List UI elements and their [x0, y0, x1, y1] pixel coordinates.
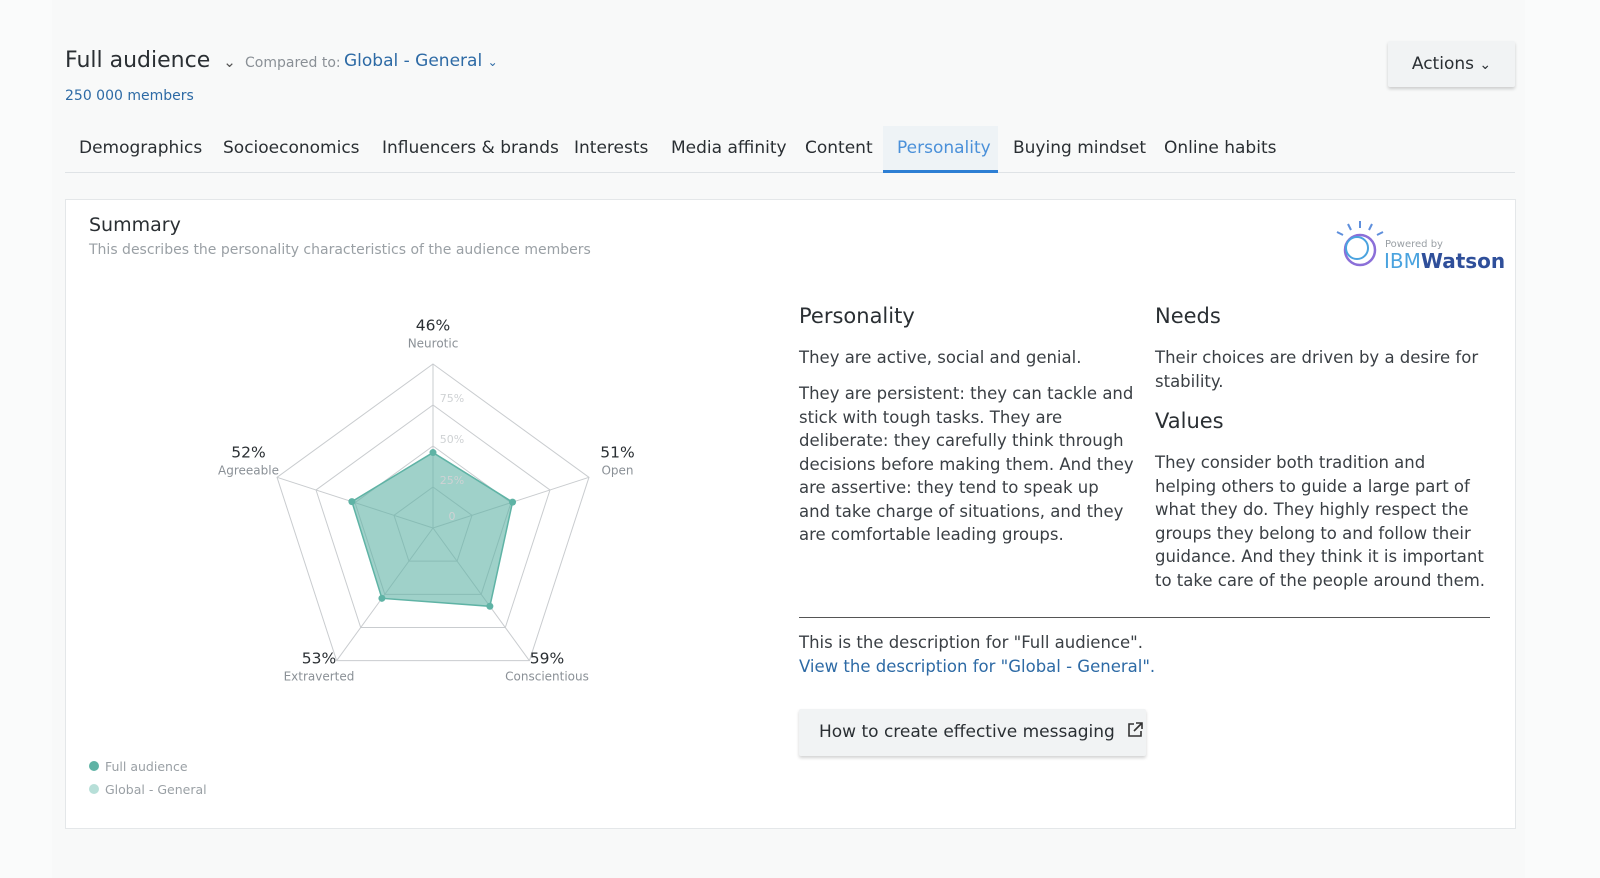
r-tick-label: 75% — [440, 392, 464, 405]
tab[interactable]: Interests — [574, 138, 649, 158]
grid-ring — [276, 363, 590, 662]
logo-ray — [1347, 223, 1352, 231]
legend-item[interactable]: Full audience — [89, 759, 188, 774]
watson-logo — [1336, 221, 1384, 267]
tab[interactable]: Buying mindset — [1013, 138, 1147, 158]
personality-title: Personality — [799, 304, 915, 328]
radar-area — [351, 451, 514, 608]
category-label: Agreeable — [218, 464, 279, 478]
needs-title: Needs — [1155, 304, 1221, 328]
values-title: Values — [1155, 409, 1224, 433]
radar-point — [378, 594, 386, 602]
logo-ring — [1345, 236, 1369, 260]
chevron: ⌄ — [487, 55, 498, 69]
value-label: 46% — [416, 317, 450, 335]
powered-by: Powered by — [1385, 239, 1443, 250]
tab[interactable]: Online habits — [1164, 138, 1277, 158]
legend-label: Global - General — [105, 782, 207, 797]
chevron: ⌄ — [1479, 57, 1492, 73]
radar-point — [486, 602, 494, 610]
values-text: They consider both tradition and helping… — [1155, 453, 1486, 590]
tab[interactable]: Media affinity — [671, 138, 787, 158]
description-note: This is the description for "Full audien… — [799, 633, 1143, 652]
personality-text: They are active, social and genial. — [799, 348, 1082, 367]
tab-divider — [65, 172, 1515, 173]
brand-ibm: IBM — [1384, 249, 1421, 273]
summary-card — [65, 199, 1516, 829]
logo-ray — [1376, 231, 1384, 236]
value-label: 51% — [600, 444, 634, 462]
tab[interactable]: Demographics — [79, 138, 203, 158]
button-label: How to create effective messaging — [819, 722, 1115, 742]
summary-subtitle: This describes the personality character… — [89, 242, 591, 258]
r-tick-label: 50% — [440, 433, 464, 446]
legend-swatch — [89, 761, 99, 771]
global-link[interactable]: View the description for "Global - Gener… — [799, 657, 1156, 676]
needs-text: Their choices are driven by a desire for… — [1155, 348, 1479, 391]
personality-text: They are persistent: they can tackle and… — [799, 384, 1134, 544]
members-count: 250 000 members — [65, 88, 194, 104]
radar-point — [509, 498, 517, 506]
grid-ring — [315, 404, 551, 629]
category-label: Conscientious — [505, 669, 589, 683]
summary-title: Summary — [89, 214, 181, 236]
radar-chart: 0 25% 50% 75% 46% Neurotic 51% Open 59% Conscient… — [218, 317, 635, 684]
compared-label: Compared to: — [245, 55, 341, 71]
radar-point — [429, 449, 437, 457]
brand-watson: Watson — [1420, 249, 1506, 273]
value-label: 52% — [231, 444, 265, 462]
active-tab-underline — [883, 170, 998, 173]
compared-selector[interactable]: Global - General ⌄ — [344, 51, 498, 71]
compared-value: Global - General — [344, 51, 483, 71]
logo-ring — [1343, 233, 1377, 267]
logo-ray — [1368, 223, 1373, 231]
messaging-button[interactable]: How to create effective messaging — [799, 709, 1146, 756]
tab[interactable]: Personality — [897, 138, 991, 158]
value-label: 53% — [302, 649, 336, 667]
external-icon — [1128, 722, 1144, 737]
radar-point — [348, 498, 356, 506]
active-tab-bg — [883, 126, 998, 173]
audience-selector[interactable]: Full audience ⌄ — [65, 48, 236, 73]
legend-swatch — [89, 784, 99, 794]
legend-label: Full audience — [105, 759, 188, 774]
actions-label: Actions — [1411, 54, 1474, 74]
category-label: Neurotic — [408, 337, 459, 351]
brand: IBMWatson — [1384, 249, 1505, 273]
category-label: Open — [601, 464, 633, 478]
tab[interactable]: Influencers & brands — [382, 138, 559, 158]
tab[interactable]: Content — [805, 138, 873, 158]
divider — [799, 617, 1490, 618]
tab[interactable]: Socioeconomics — [223, 138, 360, 158]
actions-button[interactable]: Actions ⌄ — [1388, 41, 1515, 87]
category-label: Extraverted — [284, 669, 355, 683]
r-tick-label: 25% — [440, 474, 464, 487]
legend-item[interactable]: Global - General — [89, 782, 207, 797]
logo-ray — [1336, 231, 1344, 236]
audience-name: Full audience — [65, 48, 211, 73]
r-tick-label: 0 — [449, 510, 456, 523]
value-label: 59% — [530, 649, 564, 667]
chevron: ⌄ — [223, 53, 236, 71]
